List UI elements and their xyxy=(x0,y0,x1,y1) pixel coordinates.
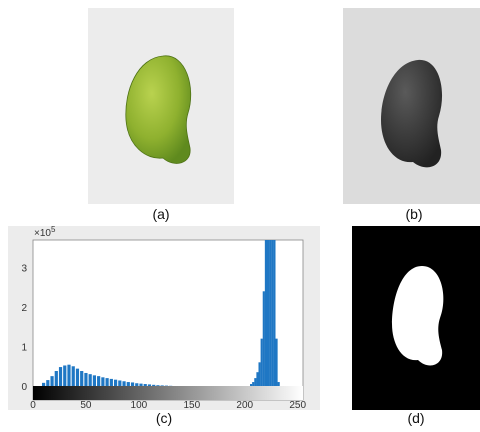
histogram-bar xyxy=(105,378,109,386)
y-tick-label: 1 xyxy=(21,343,27,354)
histogram-bar xyxy=(135,383,139,386)
histogram-bar xyxy=(273,240,276,386)
histogram-bar xyxy=(92,375,97,386)
histogram-bar xyxy=(156,385,160,386)
histogram-bar xyxy=(67,364,71,386)
caption-b: (b) xyxy=(405,206,423,222)
mango-shape xyxy=(125,55,192,164)
histogram-bar xyxy=(71,366,75,386)
histogram-bar xyxy=(54,371,58,386)
x-tick-label: 150 xyxy=(183,400,200,410)
y-tick-label: 2 xyxy=(21,303,27,314)
histogram-bar xyxy=(266,240,270,386)
histogram-bar xyxy=(63,365,67,386)
histogram-bar xyxy=(122,381,126,386)
histogram-bar xyxy=(118,380,122,386)
mango-grayscale-photo xyxy=(343,8,480,204)
mango-color-photo xyxy=(88,8,234,204)
y-tick-label: 0 xyxy=(21,382,27,393)
y-exponent-label: ×105 xyxy=(34,226,56,239)
histogram-bar xyxy=(147,384,152,386)
caption-a: (a) xyxy=(152,206,170,222)
histogram-bar xyxy=(256,372,259,386)
histogram-panel: 0 50 100 150 200 250 0 1 2 3 ×105 xyxy=(8,226,320,410)
histogram-bar xyxy=(41,382,46,386)
histogram-bar xyxy=(80,371,84,386)
caption-c: (c) xyxy=(155,410,173,426)
histogram-bar xyxy=(46,380,50,386)
binary-mask-image xyxy=(352,226,480,410)
histogram-bar xyxy=(58,367,63,386)
caption-d: (d) xyxy=(407,410,425,426)
y-tick-label: 3 xyxy=(21,264,27,275)
mask-shape xyxy=(392,266,444,366)
histogram-bar xyxy=(88,374,92,386)
histogram-bar xyxy=(260,338,263,386)
histogram-bar xyxy=(269,240,272,386)
histogram-bar xyxy=(152,384,156,386)
histogram-bar xyxy=(264,240,268,386)
histogram-bar xyxy=(126,382,130,386)
histogram-bar xyxy=(258,362,261,386)
histogram-bar xyxy=(101,377,105,386)
histogram-bar xyxy=(160,385,164,386)
histogram-bar xyxy=(143,384,147,386)
x-tick-label: 50 xyxy=(80,400,92,410)
histogram-bar xyxy=(97,376,101,386)
histogram-bar xyxy=(277,382,280,386)
x-tick-label: 100 xyxy=(131,400,148,410)
x-tick-label: 0 xyxy=(30,400,36,410)
histogram-bar xyxy=(139,383,143,386)
histogram-bar xyxy=(254,378,257,386)
histogram-bar xyxy=(250,384,253,386)
mango-gray-shape xyxy=(381,59,443,168)
histogram-chart: 0 50 100 150 200 250 0 1 2 3 ×105 xyxy=(21,226,306,410)
histogram-bar xyxy=(130,382,135,386)
x-tick-label: 200 xyxy=(236,400,253,410)
histogram-bar xyxy=(252,382,255,386)
histogram-bar xyxy=(275,338,278,386)
colorbar xyxy=(33,386,303,400)
x-tick-label: 250 xyxy=(289,400,306,410)
histogram-bar xyxy=(109,378,113,386)
histogram-bar xyxy=(50,376,54,386)
histogram-bar xyxy=(271,240,274,386)
histogram-bar xyxy=(113,379,118,386)
histogram-bar xyxy=(75,368,80,386)
histogram-bar xyxy=(84,372,88,386)
histogram-bar xyxy=(262,291,265,386)
